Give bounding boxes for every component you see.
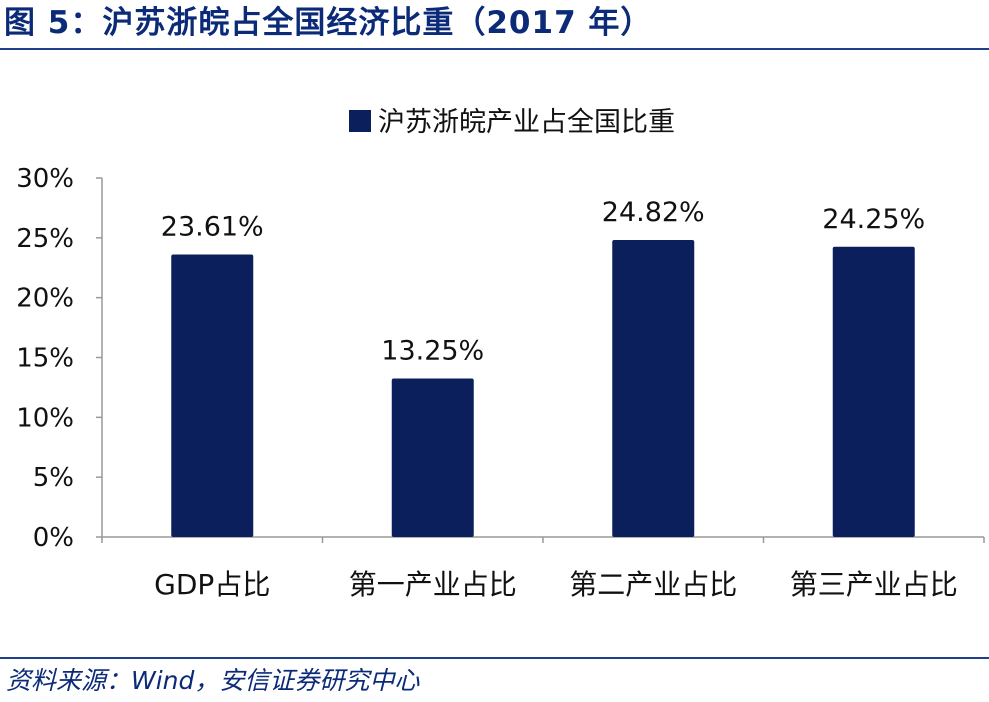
bar-chart: 沪苏浙皖产业占全国比重 0% 5% 10% 15% 20% 25% 30% 23.61% GDP占… (16, 107, 985, 601)
category-label: 第三产业占比 (790, 568, 958, 601)
y-tick-label: 0% (33, 523, 74, 553)
category-label: GDP占比 (154, 568, 270, 601)
data-label: 23.61% (161, 211, 264, 242)
source-note: 资料来源：Wind，安信证券研究中心 (6, 666, 420, 695)
legend-label: 沪苏浙皖产业占全国比重 (378, 107, 675, 138)
y-tick-label: 25% (16, 224, 74, 254)
bar (391, 378, 474, 537)
category-label: 第二产业占比 (569, 568, 737, 601)
y-tick-label: 15% (16, 344, 74, 374)
y-tick-label: 5% (33, 463, 74, 493)
y-tick-label: 20% (16, 284, 74, 314)
figure-title: 图 5：沪苏浙皖占全国经济比重（2017 年） (4, 5, 653, 41)
y-tick-label: 30% (16, 164, 74, 194)
category-label: 第一产业占比 (349, 568, 517, 601)
data-label: 13.25% (381, 335, 484, 366)
bar (832, 246, 915, 537)
data-label: 24.25% (822, 204, 925, 235)
bar (171, 254, 254, 538)
title-rule (0, 48, 989, 50)
legend-swatch (349, 110, 371, 132)
data-label: 24.82% (602, 197, 705, 228)
source-rule (0, 657, 989, 659)
bar (612, 239, 695, 537)
y-tick-label: 10% (16, 403, 74, 433)
